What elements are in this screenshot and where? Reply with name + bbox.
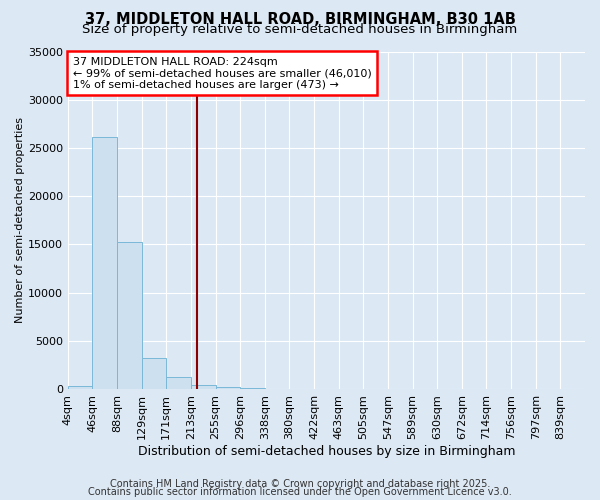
Bar <box>92 138 117 389</box>
Bar <box>68 386 92 389</box>
Bar <box>191 385 215 389</box>
Text: Contains public sector information licensed under the Open Government Licence v3: Contains public sector information licen… <box>88 487 512 497</box>
Bar <box>117 242 142 389</box>
Text: 37 MIDDLETON HALL ROAD: 224sqm
← 99% of semi-detached houses are smaller (46,010: 37 MIDDLETON HALL ROAD: 224sqm ← 99% of … <box>73 56 371 90</box>
Bar <box>215 387 240 389</box>
X-axis label: Distribution of semi-detached houses by size in Birmingham: Distribution of semi-detached houses by … <box>137 444 515 458</box>
Bar <box>142 358 166 389</box>
Y-axis label: Number of semi-detached properties: Number of semi-detached properties <box>15 117 25 323</box>
Text: Size of property relative to semi-detached houses in Birmingham: Size of property relative to semi-detach… <box>82 22 518 36</box>
Text: Contains HM Land Registry data © Crown copyright and database right 2025.: Contains HM Land Registry data © Crown c… <box>110 479 490 489</box>
Text: 37, MIDDLETON HALL ROAD, BIRMINGHAM, B30 1AB: 37, MIDDLETON HALL ROAD, BIRMINGHAM, B30… <box>85 12 515 28</box>
Bar <box>166 378 191 389</box>
